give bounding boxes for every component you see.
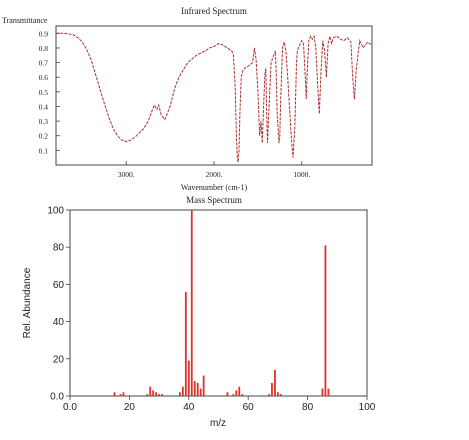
ms-x-tick-label: 40 xyxy=(183,402,195,413)
ms-bar xyxy=(178,392,181,396)
ir-x-axis: 3000. 2000. 1000. xyxy=(118,161,310,179)
ir-x-tick-label: 1000. xyxy=(293,170,310,179)
ms-bar xyxy=(241,394,244,396)
ir-y-tick-label: 0.7 xyxy=(39,59,49,68)
ir-spectrum-panel: Infrared Spectrum Transmittance 0.90.80.… xyxy=(2,6,373,192)
mass-spectrum-panel: Mass Spectrum 0.0 20 40 60 80 100 0.0 20 40 60 80… xyxy=(22,195,376,429)
ms-bar xyxy=(327,388,330,396)
ir-plot-frame xyxy=(55,25,373,166)
ir-y-tick-label: 0.9 xyxy=(39,29,49,38)
ms-bar xyxy=(158,394,160,396)
ms-bar xyxy=(279,394,282,396)
ms-bars xyxy=(113,210,330,396)
ir-xlabel: Wavenumber (cm-1) xyxy=(181,183,248,192)
ms-y-tick-label: 100 xyxy=(47,206,64,217)
ir-y-tick-label: 0.8 xyxy=(39,44,49,53)
ms-y-axis: 0.0 20 40 60 80 100 xyxy=(47,206,70,403)
ms-bar xyxy=(196,382,199,396)
ms-bar xyxy=(238,386,241,396)
ir-y-tick-label: 0.5 xyxy=(39,88,49,97)
ms-bar xyxy=(149,386,152,396)
ms-plot-frame xyxy=(69,209,368,397)
ir-spectrum-line xyxy=(56,32,373,163)
ms-y-tick-label: 0.0 xyxy=(50,392,64,403)
ms-title: Mass Spectrum xyxy=(186,195,242,205)
ms-bar xyxy=(277,392,279,396)
ir-x-tick-label: 3000. xyxy=(118,170,135,179)
ir-y-axis: 0.9 0.8 0.7 0.6 0.5 0.4 0.3 0.2 0.1 xyxy=(39,29,60,155)
ms-x-tick-label: 20 xyxy=(124,402,136,413)
ms-bar xyxy=(190,210,193,396)
ms-bar xyxy=(193,381,196,396)
ms-bar xyxy=(321,388,324,396)
ms-y-tick-label: 40 xyxy=(53,317,65,328)
ir-ylabel: Transmittance xyxy=(2,16,48,25)
ms-bar xyxy=(235,390,238,396)
ir-y-tick-label: 0.1 xyxy=(39,146,49,155)
ms-bar xyxy=(271,382,273,396)
ir-y-tick-label: 0.3 xyxy=(39,117,49,126)
ms-bar xyxy=(199,388,202,396)
ms-bar xyxy=(146,394,149,396)
ir-title: Infrared Spectrum xyxy=(181,6,247,16)
ms-bar xyxy=(187,360,190,396)
ms-x-axis: 0.0 20 40 60 80 100 xyxy=(63,396,376,413)
ms-x-tick-label: 60 xyxy=(243,402,255,413)
ms-bar xyxy=(155,392,158,396)
ir-y-tick-label: 0.4 xyxy=(39,102,49,111)
ms-bar xyxy=(161,394,163,396)
ms-y-tick-label: 20 xyxy=(53,354,65,365)
ms-bar xyxy=(324,245,327,396)
ms-bar xyxy=(226,392,229,396)
ms-x-tick-label: 80 xyxy=(302,402,314,413)
ms-bar xyxy=(152,390,155,396)
ms-bar xyxy=(181,386,184,396)
ms-y-tick-label: 80 xyxy=(53,243,65,254)
ms-bar xyxy=(274,369,276,396)
ms-bar xyxy=(232,394,235,396)
ms-bar xyxy=(184,291,187,396)
ms-bar xyxy=(202,375,205,396)
ms-x-tick-label: 100 xyxy=(359,402,376,413)
ms-xlabel: m/z xyxy=(210,418,226,429)
ir-x-tick-label: 2000. xyxy=(206,170,223,179)
ir-y-tick-label: 0.6 xyxy=(39,73,49,82)
ms-y-tick-label: 60 xyxy=(53,280,65,291)
ms-bar xyxy=(113,392,116,396)
ms-bar xyxy=(119,394,122,396)
ir-y-tick-label: 0.2 xyxy=(39,132,49,141)
ms-ylabel: Rel. Abundance xyxy=(22,267,33,338)
ms-bar xyxy=(268,394,270,396)
ms-bar xyxy=(122,392,125,396)
ms-x-tick-label: 0.0 xyxy=(63,402,77,413)
